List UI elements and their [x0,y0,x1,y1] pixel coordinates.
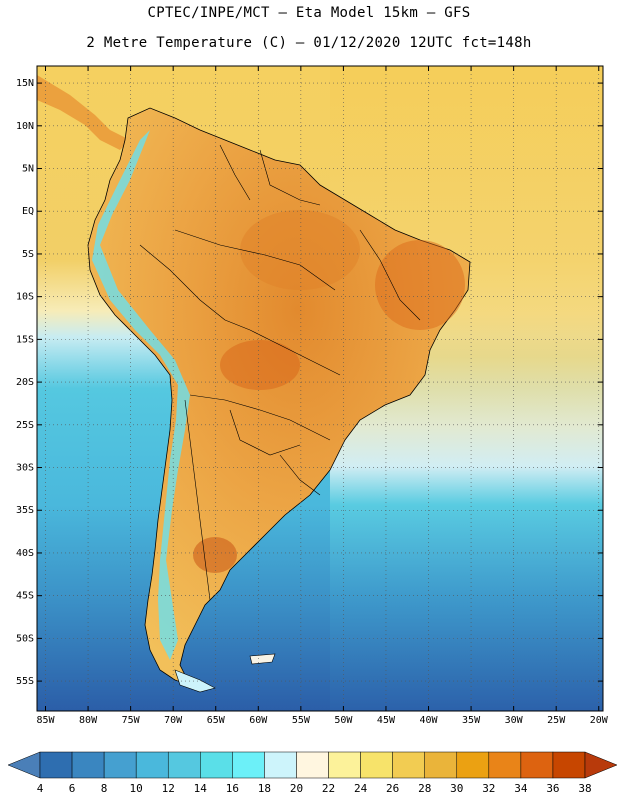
colorbar-segment [135,751,169,779]
lon-label: 30W [505,715,524,726]
tierra-del-fuego-land [174,669,216,693]
colorbar-tick-label: 6 [68,782,76,795]
colorbar-tick-label: 22 [321,782,336,795]
colorbar-tick-label: 34 [514,782,528,795]
colorbar-low-arrow [7,751,41,779]
colorbar-segment [328,751,361,779]
lat-label: 10N [16,121,34,132]
colorbar-segment [200,751,233,779]
colorbar-tick-label: 24 [353,782,368,795]
lon-label: 75W [122,715,141,726]
colorbar-segment [296,751,329,779]
colorbar-tick-label: 4 [36,782,44,795]
colorbar-tick-label: 20 [289,782,304,795]
colorbar-segment [264,751,297,779]
lon-label: 40W [419,715,438,726]
colorbar-segment [167,751,201,779]
colorbar-tick-label: 18 [257,782,272,795]
colorbar-tick-label: 38 [578,782,592,795]
colorbar-tick-label: 14 [193,782,207,795]
colorbar-tick-label: 30 [450,782,464,795]
colorbar-tick-label: 8 [100,782,108,795]
colorbar-high-arrow [584,751,618,779]
colorbar-segment [488,751,522,779]
colorbar-segment [232,751,265,779]
colorbar-tick-label: 36 [546,782,560,795]
lat-label: 55S [16,676,34,687]
lon-label: 45W [377,715,396,726]
colorbar-segment [103,751,137,779]
northeast-hot-region [375,240,465,330]
lat-label: 5S [22,249,34,260]
colorbar-segment [424,751,458,779]
lon-label: 50W [334,715,353,726]
colorbar-segment [456,751,490,779]
chart-title-line-2: 2 Metre Temperature (C) – 01/12/2020 12U… [86,35,532,51]
central-america-land [37,75,130,150]
amazon-hot-region [240,210,360,290]
colorbar-tick-label: 10 [129,782,143,795]
lon-label: 20W [590,715,609,726]
lat-label: 15N [16,78,34,89]
lon-label: 25W [547,715,566,726]
lon-label: 80W [79,715,98,726]
colorbar-segment [520,751,554,779]
pantanal-hot-region [220,340,300,390]
chart-title-line-1: CPTEC/INPE/MCT – Eta Model 15km – GFS [147,5,471,21]
colorbar-tick-label: 16 [225,782,239,795]
lon-label: 85W [36,715,55,726]
andes-cold-region [92,130,190,660]
lat-label: 50S [16,633,34,644]
lat-label: 15S [16,334,34,345]
lat-label: 20S [16,377,34,388]
country-borders [139,144,421,601]
colorbar-tick-label: 26 [386,782,400,795]
colorbar-tick-label: 12 [161,782,175,795]
lat-label: 30S [16,463,34,474]
falklands-land [249,653,276,665]
axis-ticks: 15N 10N 5N EQ 5S 10S 15S 20S 25S 30S 35S 40S 45S 50S 5… [16,66,609,726]
colorbar-tick-label: 32 [482,782,496,795]
lat-label: EQ [22,206,34,217]
colorbar-segment [360,751,393,779]
lon-label: 60W [249,715,268,726]
lon-label: 55W [292,715,311,726]
colorbar [7,751,618,779]
lat-label: 10S [16,292,34,303]
lat-label: 25S [16,420,34,431]
lat-label: 5N [22,164,34,175]
plot-frame [36,65,604,712]
lat-label: 35S [16,505,34,516]
lat-label: 40S [16,548,34,559]
colorbar-segment [71,751,105,779]
colorbar-tick-label: 28 [418,782,432,795]
lon-label: 70W [164,715,183,726]
lon-label: 65W [207,715,226,726]
patagonia-hot-region [193,537,237,573]
colorbar-segment [392,751,425,779]
colorbar-segment [39,751,73,779]
lat-label: 45S [16,591,34,602]
colorbar-segment [552,751,586,779]
lon-label: 35W [462,715,481,726]
